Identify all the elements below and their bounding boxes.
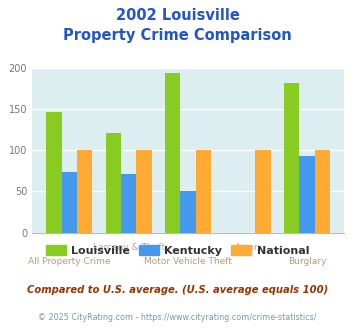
Bar [165, 74, 180, 233]
Legend: Louisville, Kentucky, National: Louisville, Kentucky, National [41, 241, 314, 260]
Text: All Property Crime: All Property Crime [28, 257, 110, 266]
Bar [299, 156, 315, 233]
Bar [77, 150, 93, 233]
Bar [284, 83, 299, 233]
Bar [46, 112, 62, 233]
Bar [105, 133, 121, 233]
Bar [196, 150, 211, 233]
Bar [255, 150, 271, 233]
Text: Larceny & Theft: Larceny & Theft [93, 243, 165, 251]
Text: Motor Vehicle Theft: Motor Vehicle Theft [144, 257, 232, 266]
Bar [136, 150, 152, 233]
Text: Compared to U.S. average. (U.S. average equals 100): Compared to U.S. average. (U.S. average … [27, 285, 328, 295]
Text: Property Crime Comparison: Property Crime Comparison [63, 28, 292, 43]
Text: Burglary: Burglary [288, 257, 326, 266]
Bar [121, 174, 136, 233]
Text: © 2025 CityRating.com - https://www.cityrating.com/crime-statistics/: © 2025 CityRating.com - https://www.city… [38, 313, 317, 322]
Bar [62, 172, 77, 233]
Text: Arson: Arson [235, 243, 261, 251]
Bar [315, 150, 330, 233]
Text: 2002 Louisville: 2002 Louisville [116, 8, 239, 23]
Bar [180, 191, 196, 233]
